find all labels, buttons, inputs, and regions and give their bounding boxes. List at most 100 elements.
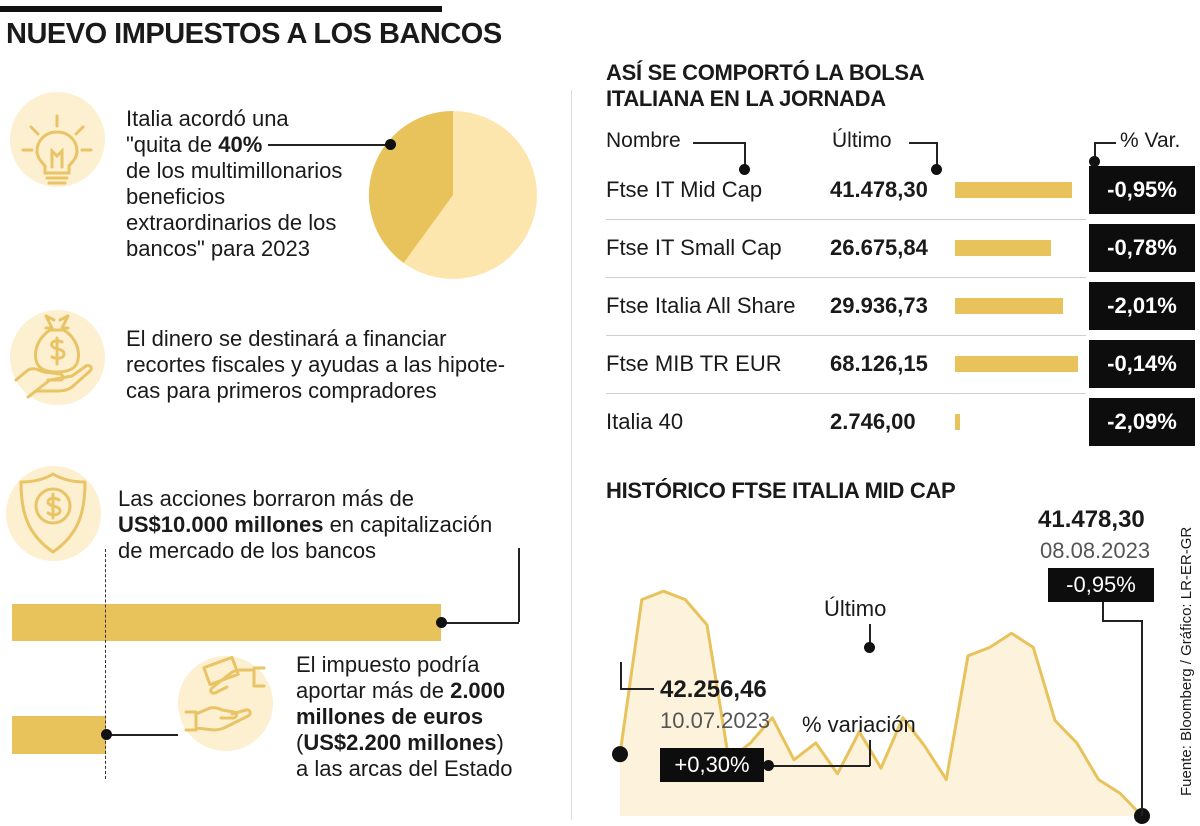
end-leader-h — [1102, 620, 1142, 622]
pie-leader-dot — [385, 139, 396, 150]
header-last: Último — [832, 129, 892, 152]
end-date: 08.08.2023 — [1040, 538, 1151, 563]
variation-label: % variación — [802, 712, 916, 737]
row-bar — [955, 240, 1051, 256]
fact4-line5: a las arcas del Estado — [296, 756, 513, 781]
row-name: Ftse IT Mid Cap — [606, 177, 763, 202]
end-value: 41.478,30 — [1038, 506, 1145, 533]
row-separator — [606, 335, 1086, 336]
end-var-badge: -0,95% — [1048, 568, 1154, 602]
row-name: Ftse MIB TR EUR — [606, 351, 782, 376]
market-cap-loss-bar — [12, 604, 441, 641]
fact4-leader-dot — [101, 729, 112, 740]
row-last: 26.675,84 — [830, 235, 928, 260]
fact4-dashed-line — [105, 549, 106, 779]
start-var-leader-v — [869, 740, 871, 766]
row-separator — [606, 219, 1086, 220]
source-note: Fuente: Bloomberg / Gráfico: LR-ER-GR — [1178, 526, 1195, 796]
start-var-dot — [763, 760, 774, 771]
start-var-leader-h — [764, 765, 870, 767]
fact1-line3: de los multimillonarios — [126, 158, 343, 183]
header-name-leader-v — [744, 142, 746, 168]
start-var-badge: +0,30% — [660, 748, 764, 782]
fact4-line2: aportar más de 2.000 — [296, 678, 566, 704]
title-rule — [0, 6, 442, 12]
fact2-text: El dinero se destinará a financiar recor… — [126, 326, 566, 404]
fact3-line3: de mercado de los bancos — [118, 538, 377, 563]
fact1-line2-pre: "quita de — [126, 132, 219, 157]
fact3-leader-h — [442, 622, 519, 624]
exchange-icon-circle — [178, 655, 273, 751]
money-bag-hand-icon — [14, 314, 93, 399]
chart-start-point — [612, 746, 628, 763]
fact3-text: Las acciones borraron más de US$10.000 m… — [118, 486, 558, 564]
row-name: Ftse Italia All Share — [606, 293, 796, 318]
header-name-dot — [739, 164, 750, 175]
fact4-line1: El impuesto podría — [296, 652, 480, 677]
end-leader-v — [1141, 620, 1143, 816]
fact4-line4-post: ) — [496, 730, 504, 755]
header-var-leader-v — [1094, 142, 1096, 160]
row-var-badge: -2,01% — [1089, 282, 1195, 330]
fact2-line3: cas para primeros compradores — [126, 378, 437, 403]
fact4-leader-h — [108, 734, 178, 736]
fact1-pie — [368, 110, 537, 279]
row-bar — [955, 182, 1072, 198]
fact2-line2: recortes fiscales y ayudas a las hipote- — [126, 352, 506, 377]
start-date: 10.07.2023 — [660, 708, 771, 733]
fact1-line4: beneficios — [126, 184, 226, 209]
start-leader-v — [620, 662, 622, 689]
fact4-line4: (US$2.200 millones) — [296, 730, 566, 756]
header-var: % Var. — [1120, 129, 1181, 152]
table-title: ASÍ SE COMPORTÓ LA BOLSA ITALIANA EN LA … — [606, 60, 925, 112]
header-var-leader — [1094, 142, 1116, 144]
row-var-badge: -0,14% — [1089, 340, 1195, 388]
fact3-leader-v — [518, 548, 520, 622]
chart-end-point — [1134, 808, 1150, 824]
row-var-badge: -0,95% — [1089, 166, 1195, 214]
row-last: 68.126,15 — [830, 351, 928, 376]
chart-line — [618, 589, 1144, 818]
fact4-unit: millones de euros — [296, 704, 484, 729]
chart-title: HISTÓRICO FTSE ITALIA MID CAP — [606, 478, 956, 503]
fact3-line2-post: en capitalización — [323, 512, 493, 537]
fact1-percent: 40% — [218, 132, 263, 157]
shield-icon-circle — [6, 466, 101, 561]
tax-contribution-bar — [12, 716, 107, 754]
money-exchange-hands-icon — [184, 655, 266, 732]
row-var-badge: -2,09% — [1089, 398, 1195, 446]
fact4-line3: millones de euros — [296, 704, 566, 730]
fact1-line5: extraordinarios de los — [126, 210, 337, 235]
lightbulb-icon — [21, 114, 93, 185]
pie-leader-line — [268, 144, 388, 146]
column-divider — [571, 90, 572, 820]
header-name-leader — [693, 142, 745, 144]
row-name: Italia 40 — [606, 409, 684, 434]
start-value: 42.256,46 — [660, 676, 767, 703]
fact3-leader-dot — [436, 617, 447, 628]
header-last-leader-v — [936, 142, 938, 168]
row-separator — [606, 277, 1086, 278]
fact1-line6: bancos" para 2023 — [126, 236, 310, 261]
header-name: Nombre — [606, 129, 681, 152]
fact4-usd: US$2.200 millones — [303, 730, 497, 755]
fact3-line2: US$10.000 millones en capitalización — [118, 512, 558, 538]
last-label: Último — [824, 596, 887, 621]
fact1-line2: "quita de 40% — [126, 132, 376, 158]
table-title-line1: ASÍ SE COMPORTÓ LA BOLSA — [606, 60, 925, 85]
fact1-text: Italia acordó una "quita de 40% de los m… — [126, 106, 376, 262]
header-last-dot — [931, 164, 942, 175]
dollar-shield-icon — [19, 472, 87, 554]
row-last: 29.936,73 — [830, 293, 928, 318]
row-last: 2.746,00 — [830, 409, 916, 434]
row-last: 41.478,30 — [830, 177, 928, 202]
row-separator — [606, 393, 1086, 394]
header-var-dot — [1089, 156, 1100, 167]
row-bar — [955, 414, 960, 430]
money-bag-icon-circle — [10, 310, 105, 405]
fact1-line1: Italia acordó una — [126, 106, 289, 131]
table-title-line2: ITALIANA EN LA JORNADA — [606, 86, 886, 111]
row-bar — [955, 298, 1064, 314]
last-leader-v — [869, 624, 871, 648]
end-leader-stub — [1102, 602, 1104, 621]
